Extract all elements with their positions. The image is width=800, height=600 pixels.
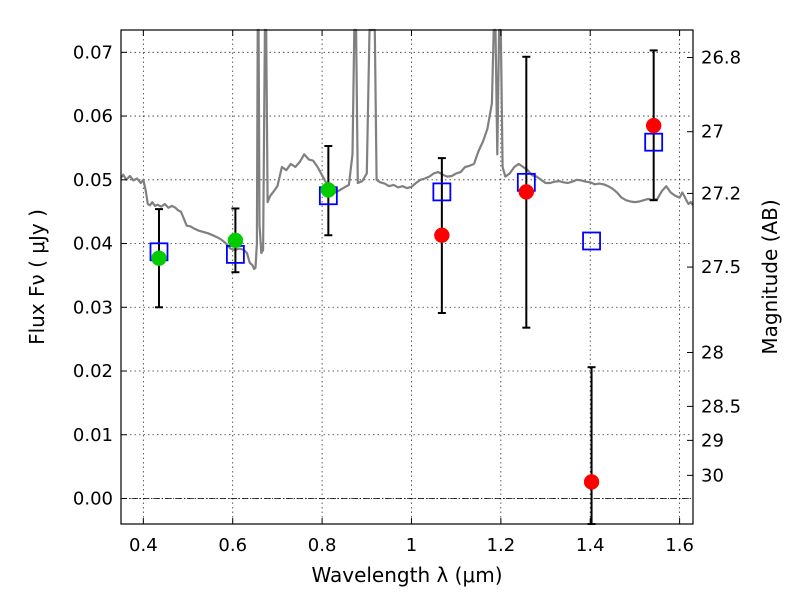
x-tick-label: 1.4 [576,535,605,556]
sed-curve [120,28,694,271]
y-tick-label: 0.06 [73,106,113,127]
data-point-circle [151,250,167,266]
data-markers [151,117,662,490]
y-tick-label: 0.03 [73,297,113,318]
x-tick-label: 0.8 [308,535,337,556]
magnitude-axis-label: Magnitude (AB) [758,199,782,354]
x-tick-label: 1.6 [665,535,694,556]
error-bars [154,49,658,525]
y-tick-label: 0.02 [73,361,113,382]
sed-curve-layer [120,28,694,271]
x-tick-label: 1.2 [487,535,516,556]
magnitude-tick-label: 27 [701,122,724,143]
data-point-circle [518,184,535,200]
grid-lines [121,30,693,524]
y-tick-label: 0.01 [73,425,113,446]
magnitude-tick-label: 27.5 [701,257,741,278]
model-point-square [644,132,664,152]
y-axis-label: Flux Fν ( μJy ) [25,209,49,345]
magnitude-tick-label: 30 [701,465,724,486]
y-tick-label: 0.00 [73,489,113,510]
model-point-square [432,182,452,202]
y-tick-label: 0.07 [73,42,113,63]
x-tick-label: 1 [406,535,417,556]
x-tick-label: 0.6 [218,535,247,556]
y-axis-ticks: 0.00 0.01 0.02 0.03 0.04 0.05 0.06 0.07 [73,42,127,510]
magnitude-tick-label: 27.2 [701,183,741,204]
magnitude-tick-label: 28.5 [701,396,741,417]
x-axis-ticks: 0.4 0.6 0.8 1 1.2 1.4 1.6 [129,30,694,556]
data-point-circle [227,232,244,249]
y-tick-label: 0.04 [73,234,113,255]
magnitude-tick-label: 26.8 [701,48,741,69]
data-point-circle [583,474,600,490]
magnitude-tick-label: 29 [701,430,724,451]
y-tick-label: 0.05 [73,170,113,191]
x-axis-label: Wavelength λ (μm) [311,563,502,587]
magnitude-tick-label: 28 [701,342,724,363]
magnitude-axis-ticks: 26.8 27 27.2 27.5 28 28.5 29 30 [687,48,741,486]
data-point-circle [434,227,450,243]
x-tick-label: 0.4 [129,535,158,556]
model-point-square [582,231,601,251]
data-point-circle [645,117,662,134]
data-point-circle [320,182,337,198]
plot-frame [120,29,694,525]
